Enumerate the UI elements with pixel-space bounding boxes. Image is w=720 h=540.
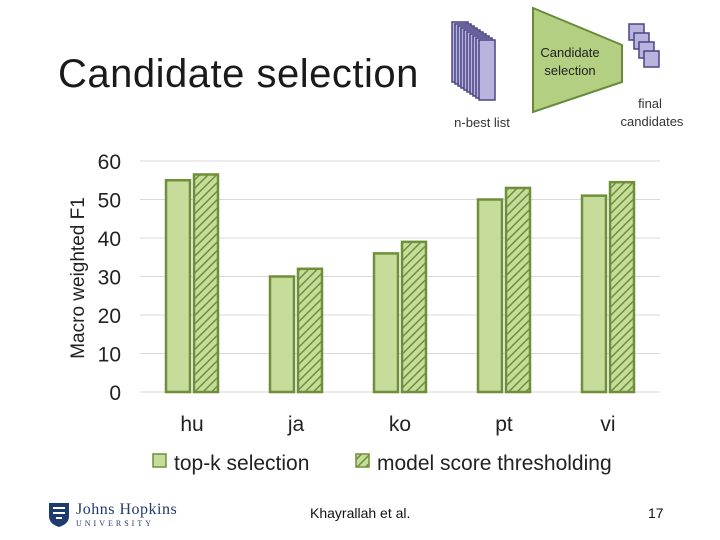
x-tick-label: pt (495, 413, 513, 436)
bar-ko-top-k (372, 252, 400, 394)
document-sheet (478, 39, 496, 101)
bar-vi-top-k (580, 194, 608, 394)
n-best-list-label: n-best list (454, 115, 510, 130)
x-tick-label: ja (287, 413, 305, 436)
legend-label-model-score: model score thresholding (377, 452, 612, 475)
shield-icon (49, 503, 69, 527)
logo-name: Johns Hopkins (76, 501, 178, 518)
chart-gridlines (140, 160, 660, 393)
slide-title: Candidate selection (58, 52, 419, 96)
y-tick-label: 0 (109, 382, 121, 405)
x-tick-label: vi (600, 413, 615, 436)
chart-bars (164, 173, 636, 394)
x-axis-ticks: hu ja ko pt vi (180, 413, 615, 436)
bar-hu-top-k (164, 179, 192, 394)
footer-author: Khayrallah et al. (310, 505, 411, 521)
x-tick-label: hu (180, 413, 203, 436)
legend-label-top-k: top-k selection (174, 452, 309, 475)
y-tick-label: 60 (98, 151, 121, 174)
funnel-label-line1: Candidate (540, 45, 599, 60)
x-tick-label: ko (389, 413, 411, 436)
legend-swatch-model-score (355, 453, 370, 468)
y-tick-label: 50 (98, 190, 121, 213)
y-tick-label: 10 (98, 344, 121, 367)
y-tick-label: 30 (98, 267, 121, 290)
y-axis-ticks: 0 10 20 30 40 50 60 (98, 151, 121, 405)
bar-pt-top-k (476, 198, 504, 394)
n-best-list-stack-icon (451, 21, 496, 101)
bar-pt-model-score (504, 186, 532, 394)
bar-ko-model-score (400, 240, 428, 394)
final-candidates-stack-icon (628, 23, 660, 68)
bar-ja-model-score (296, 267, 324, 394)
final-candidates-label-line1: final (638, 96, 662, 111)
bar-vi-model-score (608, 180, 636, 394)
legend-swatch-top-k (152, 453, 167, 468)
bar-hu-model-score (192, 173, 220, 394)
logo-subtitle: UNIVERSITY (76, 519, 154, 528)
university-logo: Johns Hopkins UNIVERSITY (48, 502, 177, 528)
document-sheet (643, 50, 660, 68)
y-tick-label: 40 (98, 228, 121, 251)
y-tick-label: 20 (98, 305, 121, 328)
final-candidates-label-line2: candidates (621, 114, 684, 129)
candidate-selection-funnel (532, 6, 623, 114)
y-axis-label: Macro weighted F1 (68, 197, 89, 359)
page-number: 17 (648, 505, 664, 521)
bar-ja-top-k (268, 275, 296, 394)
funnel-label-line2: selection (544, 63, 595, 78)
